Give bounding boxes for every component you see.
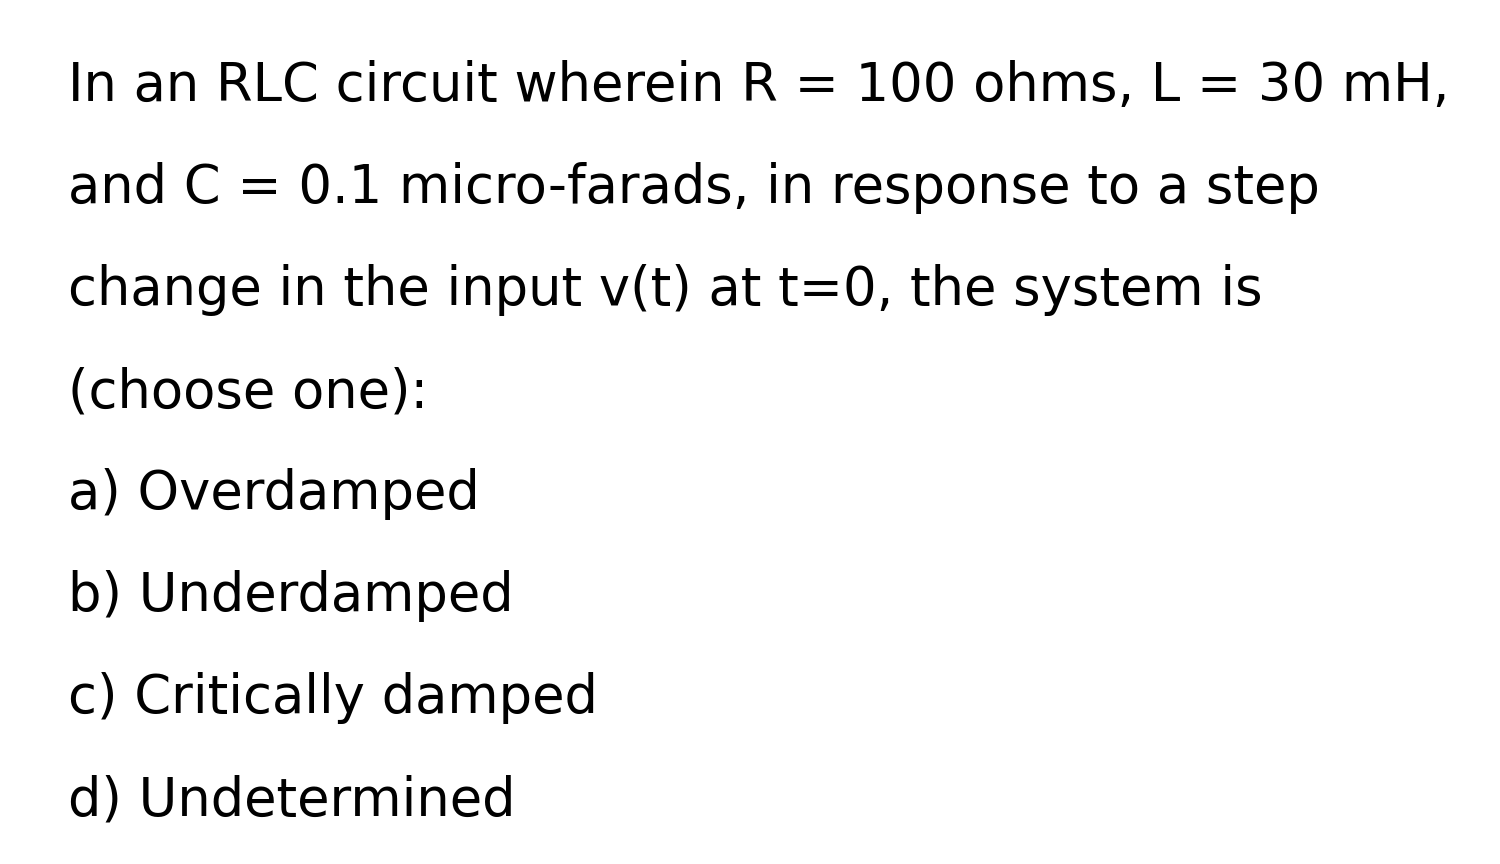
Text: (choose one):: (choose one): [68,366,428,418]
Text: In an RLC circuit wherein R = 100 ohms, L = 30 mH,: In an RLC circuit wherein R = 100 ohms, … [68,60,1449,112]
Text: b) Underdamped: b) Underdamped [68,570,513,622]
Text: and C = 0.1 micro-farads, in response to a step: and C = 0.1 micro-farads, in response to… [68,162,1320,214]
Text: c) Critically damped: c) Critically damped [68,672,597,724]
Text: d) Undetermined: d) Undetermined [68,774,514,826]
Text: change in the input v(t) at t=0, the system is: change in the input v(t) at t=0, the sys… [68,264,1262,316]
Text: a) Overdamped: a) Overdamped [68,468,480,520]
